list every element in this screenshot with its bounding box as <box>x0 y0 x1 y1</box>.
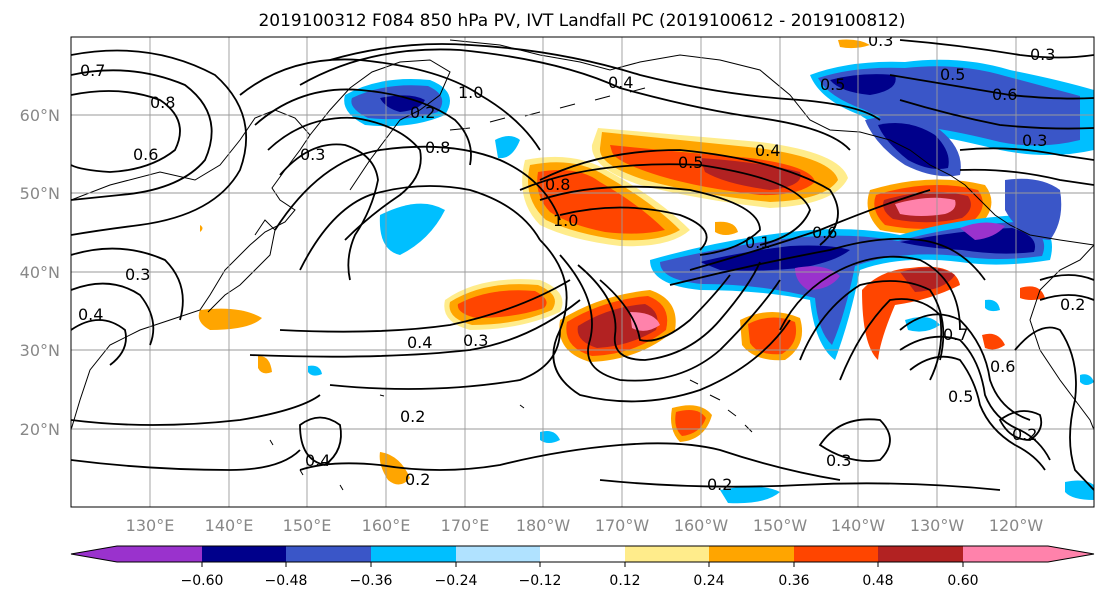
contour-labels: 0.7 0.8 0.6 0.3 1.0 0.8 0.2 0.3 0.4 0.5 … <box>78 31 1085 494</box>
lon-tick-label: 170°E <box>441 516 490 535</box>
colorbar: −0.60 −0.48 −0.36 −0.24 −0.12 0.12 0.24 … <box>70 545 1095 589</box>
lon-tick-label: 140°W <box>831 516 886 535</box>
positive-anomaly-dateline <box>522 156 690 247</box>
contour-label: 0.6 <box>992 85 1017 104</box>
contour-label: 0.2 <box>400 407 425 426</box>
colorbar-segment <box>963 546 1049 562</box>
colorbar-tick-label: −0.60 <box>181 573 224 589</box>
colorbar-tick-labels: −0.60 −0.48 −0.36 −0.24 −0.12 0.12 0.24 … <box>181 573 979 589</box>
lon-tick-label: 140°E <box>205 516 254 535</box>
contour-label: 0.3 <box>463 331 488 350</box>
colorbar-segment <box>709 546 795 562</box>
colorbar-segment <box>117 546 203 562</box>
aleutian-islands <box>449 87 646 131</box>
gridlines <box>71 37 1094 507</box>
colorbar-tick-label: 0.36 <box>778 573 809 589</box>
colorbar-segment <box>371 546 457 562</box>
contour-label: 0.5 <box>948 387 973 406</box>
contour-label: 1.0 <box>553 211 578 230</box>
contour-label: 0.4 <box>608 73 633 92</box>
colorbar-segment <box>625 546 710 562</box>
contour-label: 0.1 <box>745 233 770 252</box>
colorbar-tick-label: −0.24 <box>435 573 478 589</box>
lon-tick-label: 120°W <box>989 516 1044 535</box>
lon-tick-label: 130°E <box>126 516 175 535</box>
colorbar-tick-label: −0.12 <box>519 573 562 589</box>
contour-label: 0.8 <box>425 138 450 157</box>
contour-label: 0.2 <box>410 103 435 122</box>
lon-tick-label: 170°W <box>595 516 650 535</box>
contour-label: 0.3 <box>125 265 150 284</box>
contour-label: 0.6 <box>812 223 837 242</box>
contour-label: 0.4 <box>78 305 103 324</box>
colorbar-ticks <box>201 562 964 567</box>
lon-tick-label: 130°W <box>910 516 965 535</box>
figure-title: 2019100312 F084 850 hPa PV, IVT Landfall… <box>258 11 905 31</box>
ivt-contours <box>71 39 1094 491</box>
lon-tick-label: 160°W <box>674 516 729 535</box>
contour-label: 0.5 <box>940 65 965 84</box>
lon-tick-label: 150°E <box>283 516 332 535</box>
contour-label: 0.2 <box>1060 295 1085 314</box>
colorbar-segment <box>1048 546 1094 562</box>
colorbar-tick-label: 0.48 <box>862 573 893 589</box>
colorbar-segment <box>878 546 964 562</box>
contour-label: 0.2 <box>707 475 732 494</box>
kamchatka-coastline <box>309 59 451 191</box>
colorbar-segment <box>456 546 541 562</box>
lon-tick-labels: 130°E 140°E 150°E 160°E 170°E 180°W 170°… <box>126 516 1044 535</box>
japan-coastline <box>207 219 276 313</box>
lon-tick-label: 180°W <box>516 516 571 535</box>
colorbar-tick-label: 0.12 <box>609 573 640 589</box>
lat-tick-label: 60°N <box>20 106 60 125</box>
lat-tick-label: 50°N <box>20 184 60 203</box>
colorbar-segment <box>71 546 118 562</box>
map-frame <box>70 36 1095 508</box>
negative-anomaly-small <box>308 136 1094 504</box>
lon-tick-label: 150°W <box>753 516 808 535</box>
contour-label: 0.8 <box>545 175 570 194</box>
contour-label: 0.3 <box>1030 45 1055 64</box>
contour-label: 0.4 <box>407 333 432 352</box>
colorbar-outline <box>70 545 1095 563</box>
north-america-coastline <box>1029 244 1094 431</box>
contour-label: 0.7 <box>943 325 968 344</box>
colorbar-segment <box>286 546 372 562</box>
map-panel: 0.7 0.8 0.6 0.3 1.0 0.8 0.2 0.3 0.4 0.5 … <box>70 31 1095 508</box>
contour-label: 0.2 <box>405 470 430 489</box>
colorbar-tick-label: 0.60 <box>947 573 978 589</box>
lat-tick-labels: 60°N 50°N 40°N 30°N 20°N <box>20 106 60 439</box>
contour-label: 0.5 <box>820 75 845 94</box>
lat-tick-label: 40°N <box>20 263 60 282</box>
contour-label: 0.4 <box>755 141 780 160</box>
contour-label: 1.0 <box>458 83 483 102</box>
colorbar-tick-label: −0.36 <box>350 573 393 589</box>
contour-label: 0.6 <box>990 357 1015 376</box>
alaska-coastline <box>449 39 1094 246</box>
contour-label: 0.3 <box>826 451 851 470</box>
colorbar-segment <box>794 546 879 562</box>
contour-label: 0.3 <box>868 31 893 50</box>
lon-tick-label: 160°E <box>362 516 411 535</box>
pacific-islands <box>269 394 525 491</box>
colorbar-tick-label: −0.48 <box>265 573 308 589</box>
contour-label: 0.7 <box>80 61 105 80</box>
colorbar-segment <box>540 546 626 562</box>
contour-label: 0.5 <box>678 153 703 172</box>
contour-label: 0.6 <box>133 145 158 164</box>
colorbar-segment <box>202 546 287 562</box>
contour-label: 0.2 <box>1012 425 1037 444</box>
contour-label: 0.8 <box>150 93 175 112</box>
colorbar-tick-label: 0.24 <box>693 573 724 589</box>
contour-label: 0.3 <box>300 145 325 164</box>
contour-label: 0.4 <box>305 451 330 470</box>
contour-label: 0.3 <box>1022 131 1047 150</box>
lat-tick-label: 20°N <box>20 420 60 439</box>
lat-tick-label: 30°N <box>20 341 60 360</box>
hawaii-islands <box>689 379 753 433</box>
